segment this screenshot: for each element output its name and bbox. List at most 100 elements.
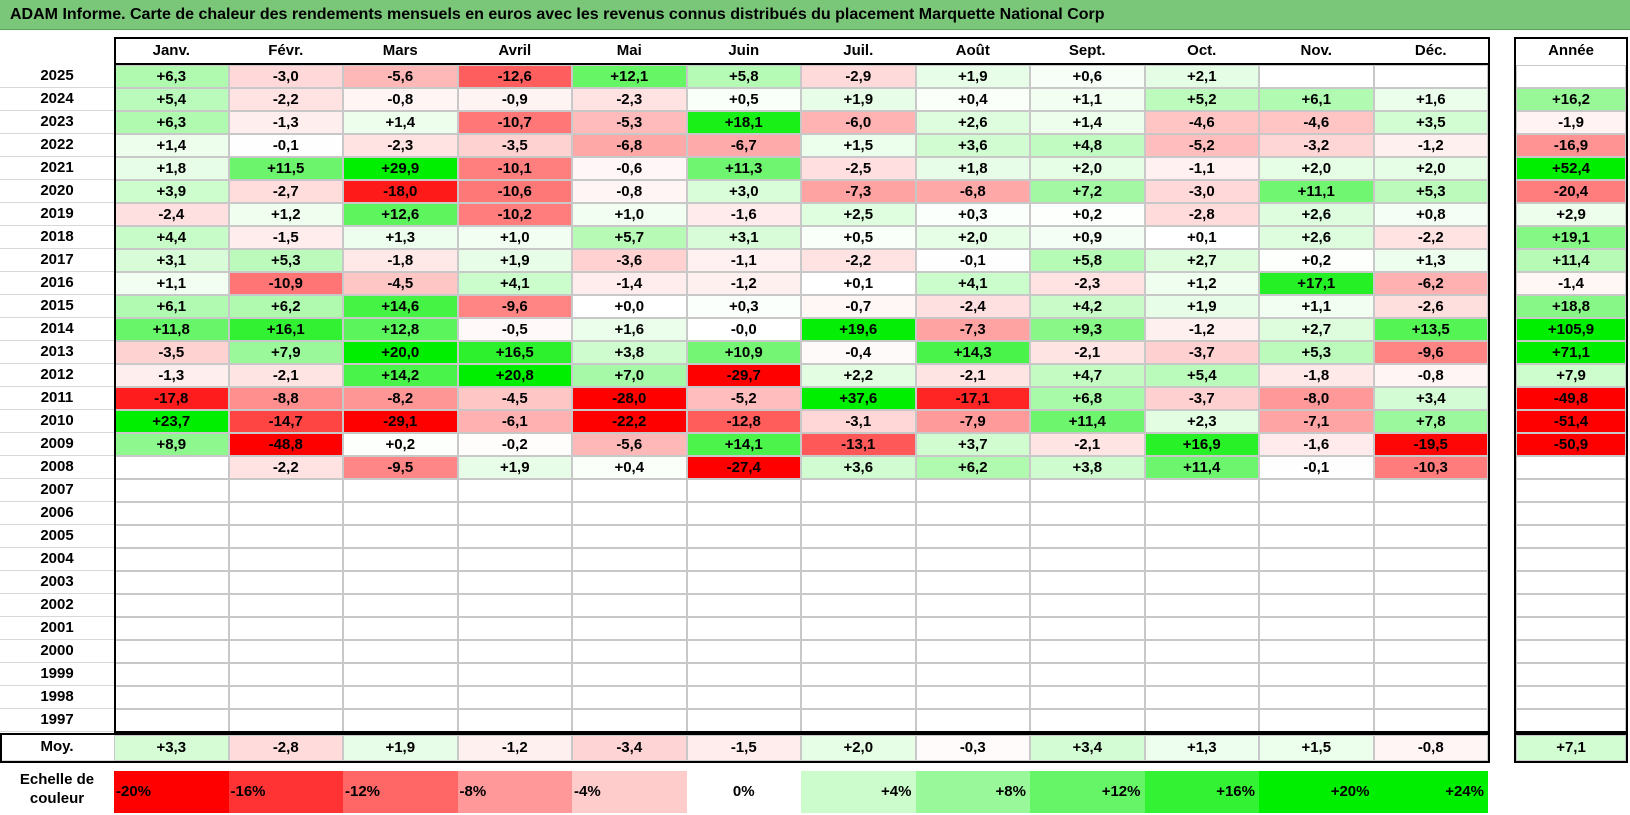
- heatmap-cell: [228, 617, 343, 640]
- heatmap-cell: +1,8: [915, 157, 1030, 180]
- heatmap-cell: +0,4: [915, 88, 1030, 111]
- year-label: 2020: [0, 180, 114, 203]
- heatmap-cell: +1,0: [572, 203, 687, 226]
- month-header: Oct.: [1187, 42, 1217, 59]
- heatmap-cell: -3,6: [572, 249, 687, 272]
- heatmap-cell: -5,3: [572, 111, 687, 134]
- heatmap-cell: +0,2: [1259, 249, 1374, 272]
- heatmap-cell: -7,1: [1259, 410, 1374, 433]
- heatmap-cell: [686, 617, 801, 640]
- heatmap-cell: +2,0: [1030, 157, 1145, 180]
- heatmap-cell: -2,3: [1030, 272, 1145, 295]
- color-scale-step: -12%: [343, 771, 458, 813]
- heatmap-cell: -0,6: [572, 157, 687, 180]
- heatmap-cell: +5,7: [572, 226, 687, 249]
- year-label: 2005: [0, 525, 114, 548]
- heatmap-cell: +3,6: [915, 134, 1030, 157]
- annual-cell: -49,8: [1516, 387, 1626, 410]
- heatmap-cell: [801, 709, 916, 732]
- heatmap-cell: [915, 548, 1030, 571]
- average-cell: -0,8: [1373, 735, 1488, 761]
- heatmap-cell: -0,5: [457, 318, 572, 341]
- heatmap-cell: +14,3: [915, 341, 1030, 364]
- heatmap-cell: [1030, 640, 1145, 663]
- heatmap-cell: +1,5: [801, 134, 916, 157]
- heatmap-cell: [915, 617, 1030, 640]
- heatmap-cell: +29,9: [343, 157, 458, 180]
- heatmap-cell: +0,0: [572, 295, 687, 318]
- annual-cell: [1516, 663, 1626, 686]
- heatmap-cell: -13,1: [801, 433, 916, 456]
- heatmap-cell: +1,3: [1373, 249, 1488, 272]
- heatmap-cell: -0,1: [1259, 456, 1374, 479]
- heatmap-cell: [1259, 502, 1374, 525]
- heatmap-cell: -6,7: [686, 134, 801, 157]
- heatmap-cell: +2,5: [801, 203, 916, 226]
- year-label: 2019: [0, 203, 114, 226]
- heatmap-cell: -0,1: [915, 249, 1030, 272]
- heatmap-cell: [915, 479, 1030, 502]
- heatmap-cell: -1,2: [1144, 318, 1259, 341]
- annual-cell: [1516, 456, 1626, 479]
- heatmap-cell: +2,3: [1144, 410, 1259, 433]
- heatmap-cell: +10,9: [686, 341, 801, 364]
- heatmap-cell: [1373, 65, 1488, 88]
- annual-cell: [1516, 548, 1626, 571]
- heatmap-cell: [114, 709, 229, 732]
- heatmap-cell: [1030, 525, 1145, 548]
- heatmap-cell: -0,8: [343, 88, 458, 111]
- heatmap-cell: +1,1: [114, 272, 229, 295]
- heatmap-cell: [343, 594, 458, 617]
- heatmap-cell: +1,6: [572, 318, 687, 341]
- heatmap-cell: +1,9: [457, 249, 572, 272]
- heatmap-cell: [1144, 502, 1259, 525]
- heatmap-cell: [114, 548, 229, 571]
- heatmap-cell: [114, 479, 229, 502]
- heatmap-cell: -1,6: [1259, 433, 1374, 456]
- heatmap-cell: -2,1: [1030, 433, 1145, 456]
- heatmap-cell: -10,3: [1373, 456, 1488, 479]
- title-bar: ADAM Informe. Carte de chaleur des rende…: [0, 0, 1630, 30]
- year-label: 2024: [0, 88, 114, 111]
- annual-cell: +105,9: [1516, 318, 1626, 341]
- heatmap-cell: -3,7: [1144, 387, 1259, 410]
- heatmap-cell: [1030, 571, 1145, 594]
- heatmap-cell: -6,1: [457, 410, 572, 433]
- heatmap-cell: [1259, 663, 1374, 686]
- heatmap-cell: [1144, 686, 1259, 709]
- heatmap-cell: +4,8: [1030, 134, 1145, 157]
- heatmap-cell: +7,2: [1030, 180, 1145, 203]
- color-scale-step: +20%: [1259, 771, 1374, 813]
- color-scale-step: +4%: [801, 771, 916, 813]
- heatmap-cell: +5,3: [1373, 180, 1488, 203]
- heatmap-cell: [1373, 663, 1488, 686]
- heatmap-cell: [114, 640, 229, 663]
- year-label: 1998: [0, 686, 114, 709]
- heatmap-cell: [457, 594, 572, 617]
- heatmap-cell: -0,8: [572, 180, 687, 203]
- heatmap-cell: [457, 502, 572, 525]
- heatmap-cell: -2,8: [1144, 203, 1259, 226]
- heatmap-cell: +6,3: [114, 111, 229, 134]
- heatmap-cell: -2,1: [1030, 341, 1145, 364]
- heatmap-cell: -12,6: [457, 65, 572, 88]
- heatmap-cell: [572, 525, 687, 548]
- annual-cell: +2,9: [1516, 203, 1626, 226]
- heatmap-cell: +2,0: [1373, 157, 1488, 180]
- heatmap-cell: +0,2: [1030, 203, 1145, 226]
- annual-cell: [1516, 65, 1626, 88]
- heatmap-cell: -2,7: [228, 180, 343, 203]
- heatmap-cell: -0,7: [801, 295, 916, 318]
- color-scale-step: +24%: [1373, 771, 1488, 813]
- heatmap-cell: +0,3: [686, 295, 801, 318]
- heatmap-cell: [801, 525, 916, 548]
- heatmap-cell: +1,1: [1030, 88, 1145, 111]
- year-label: 2003: [0, 571, 114, 594]
- page-title: ADAM Informe. Carte de chaleur des rende…: [10, 6, 1105, 23]
- month-header: Mai: [616, 42, 642, 59]
- heatmap-cell: +12,6: [343, 203, 458, 226]
- heatmap-cell: [686, 571, 801, 594]
- heatmap-cell: +11,3: [686, 157, 801, 180]
- heatmap-cell: -3,2: [1259, 134, 1374, 157]
